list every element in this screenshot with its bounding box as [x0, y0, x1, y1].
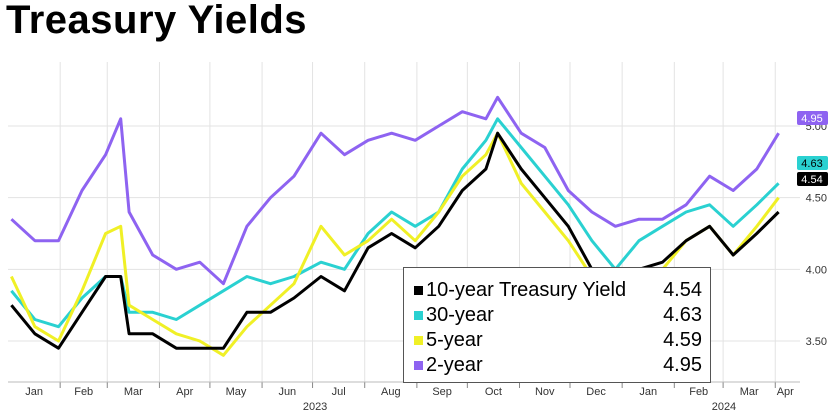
legend-swatch — [414, 311, 423, 320]
y-axis: 3.504.004.505.00 — [806, 121, 827, 348]
legend-value: 4.54 — [663, 279, 702, 301]
legend-item: 5-year 4.59 — [414, 328, 702, 353]
end-value-tags: 4.95 4.63 4.54 — [797, 111, 828, 186]
x-tick-label: Mar — [124, 386, 143, 398]
legend-value: 4.95 — [663, 354, 702, 376]
x-tick-label: Dec — [586, 386, 606, 398]
chart-title: Treasury Yields — [6, 0, 308, 42]
x-axis: Jan Feb Mar Apr May Jun Jul Aug Sep Oct Nov Dec Jan F… — [25, 386, 794, 413]
end-tag-label: 4.63 — [801, 158, 822, 170]
x-tick-label: Apr — [777, 386, 794, 398]
y-tick-label: 4.50 — [806, 193, 827, 205]
legend-item: 10-year Treasury Yield 4.54 — [414, 278, 702, 303]
x-tick-label: Jun — [278, 386, 296, 398]
end-tag-bg — [797, 172, 828, 186]
legend-item: 2-year 4.95 — [414, 353, 702, 378]
x-tick-label: Feb — [74, 386, 93, 398]
year-label: 2024 — [712, 401, 736, 413]
legend-value: 4.63 — [663, 304, 702, 326]
end-tag-label: 4.54 — [801, 174, 822, 186]
x-tick-label: Aug — [381, 386, 401, 398]
end-tag-label: 4.95 — [801, 113, 822, 125]
x-tick-label: Jan — [639, 386, 657, 398]
legend-label: 5-year — [426, 329, 483, 351]
year-label: 2023 — [303, 401, 327, 413]
x-tick-label: Mar — [740, 386, 759, 398]
x-tick-label: Nov — [535, 386, 555, 398]
x-tick-label: Jul — [332, 386, 346, 398]
x-tick-label: Oct — [485, 386, 502, 398]
legend-swatch — [414, 286, 423, 295]
x-tick-label: Feb — [689, 386, 708, 398]
x-tick-label: Apr — [176, 386, 193, 398]
legend-swatch — [414, 336, 423, 345]
legend-label: 10-year Treasury Yield — [426, 279, 627, 301]
series-line-0 — [10, 131, 780, 350]
legend-label: 30-year — [426, 304, 494, 326]
y-tick-label: 4.00 — [806, 264, 827, 276]
y-tick-label: 3.50 — [806, 336, 827, 348]
end-tag-bg — [797, 156, 828, 170]
series-line-1 — [10, 117, 780, 329]
x-tick-label: Sep — [432, 386, 452, 398]
x-tick-label: Jan — [25, 386, 43, 398]
legend-label: 2-year — [426, 354, 483, 376]
series-line-3 — [10, 95, 780, 286]
legend-value: 4.59 — [663, 329, 702, 351]
legend-item: 30-year 4.63 — [414, 303, 702, 328]
end-tag-bg — [797, 111, 828, 125]
legend-swatch — [414, 361, 423, 370]
x-tick-label: May — [226, 386, 247, 398]
legend: 10-year Treasury Yield 4.54 30-year 4.63… — [403, 267, 711, 383]
